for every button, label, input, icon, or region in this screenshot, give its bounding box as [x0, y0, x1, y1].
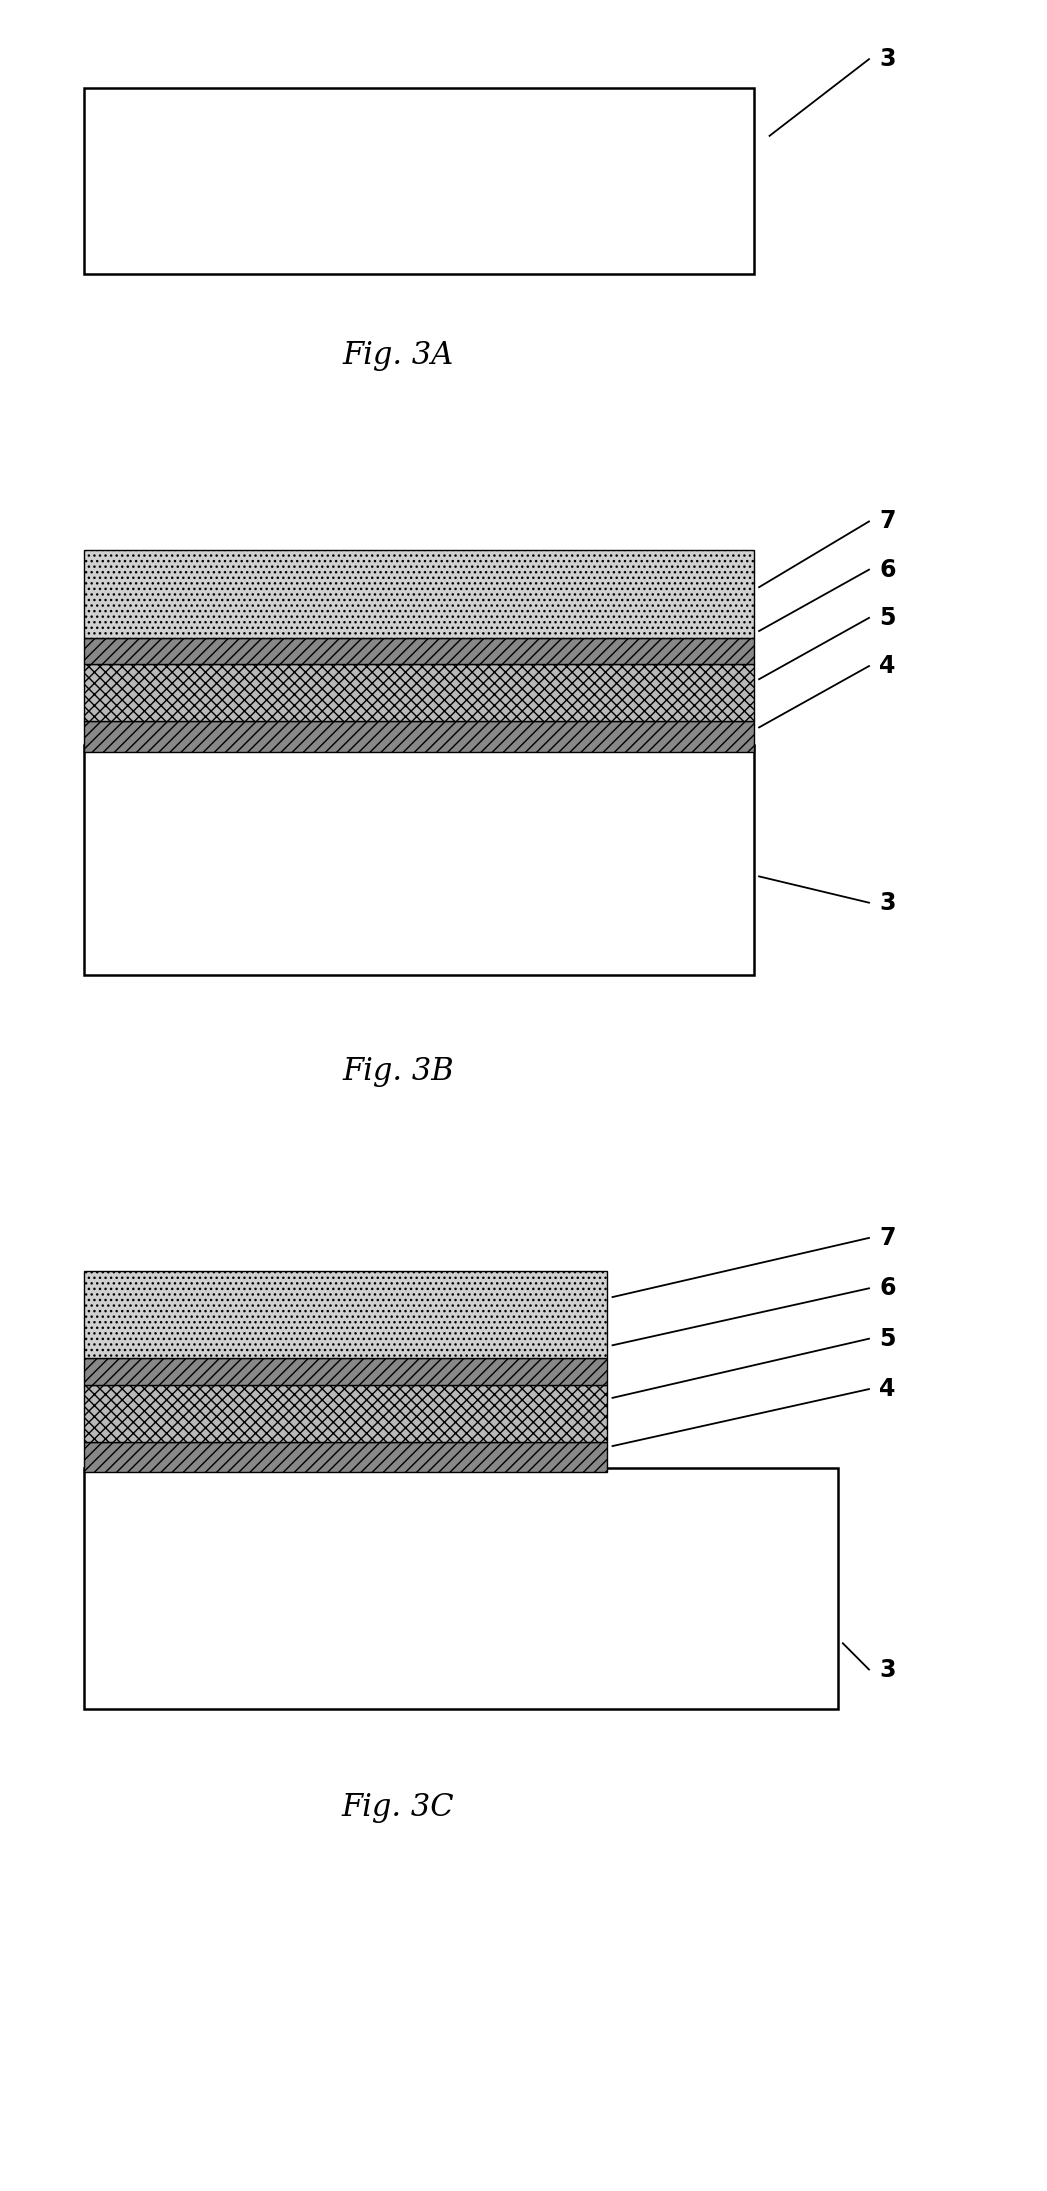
- Bar: [84, 745, 754, 975]
- Bar: [84, 1358, 607, 1385]
- Text: 5: 5: [879, 607, 896, 629]
- Text: Fig. 3B: Fig. 3B: [342, 1056, 453, 1087]
- Bar: [84, 721, 754, 752]
- Bar: [84, 638, 754, 664]
- Text: 3: 3: [879, 48, 896, 70]
- Text: 6: 6: [879, 1277, 896, 1299]
- Text: Fig. 3A: Fig. 3A: [342, 340, 453, 370]
- Bar: [84, 88, 754, 274]
- Bar: [84, 550, 754, 638]
- Text: 4: 4: [879, 1378, 896, 1400]
- Text: Fig. 3C: Fig. 3C: [341, 1792, 454, 1823]
- Bar: [84, 1468, 838, 1709]
- Bar: [84, 1442, 607, 1472]
- Bar: [84, 1385, 607, 1442]
- Text: 4: 4: [879, 655, 896, 677]
- Text: 3: 3: [879, 892, 896, 914]
- Text: 7: 7: [879, 1227, 896, 1249]
- Text: 7: 7: [879, 511, 896, 532]
- Text: 6: 6: [879, 559, 896, 581]
- Text: 3: 3: [879, 1659, 896, 1680]
- Bar: [84, 664, 754, 721]
- Text: 5: 5: [879, 1328, 896, 1350]
- Bar: [84, 1271, 607, 1358]
